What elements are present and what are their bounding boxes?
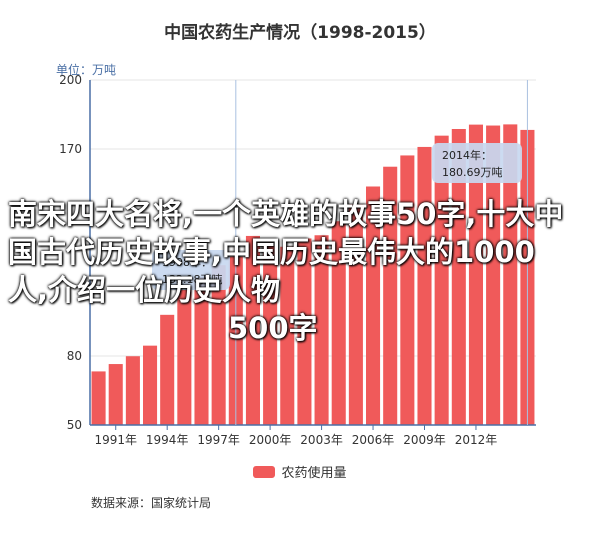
bar[interactable] (400, 155, 415, 425)
bar[interactable] (211, 265, 226, 425)
tooltip-box (432, 143, 522, 183)
overlay-line-1: 南宋四大名将,一个英雄的故事50字 (8, 197, 466, 231)
bar[interactable] (297, 238, 312, 425)
bar[interactable] (91, 371, 106, 425)
source-note: 数据来源：国家统计局 (91, 496, 212, 510)
tooltip-value: 180.69万吨 (442, 166, 503, 179)
x-tick-label: 2003年 (300, 433, 343, 447)
unit-label: 单位：万吨 (56, 63, 117, 77)
bar[interactable] (434, 135, 449, 425)
x-tick-label: 2006年 (352, 433, 395, 447)
tooltip-value: 132.18万吨 (162, 273, 223, 286)
tooltip-title: 2014年： (442, 148, 492, 162)
bar[interactable] (468, 124, 483, 426)
bar[interactable] (383, 166, 398, 425)
legend-label: 农药使用量 (281, 466, 347, 481)
y-tick-label: 200 (59, 73, 82, 87)
bar[interactable] (263, 245, 278, 425)
bar[interactable] (331, 221, 346, 425)
bar[interactable] (451, 128, 466, 426)
bar[interactable] (486, 125, 501, 425)
bar[interactable] (245, 235, 260, 425)
x-tick-label: 1991年 (94, 433, 137, 447)
x-tick-label: 1997年 (197, 433, 240, 447)
bar[interactable] (417, 146, 432, 425)
x-tick-label: 2009年 (403, 433, 446, 447)
x-tick-label: 1994年 (146, 433, 189, 447)
bar[interactable] (366, 186, 381, 425)
overlay-line-3: 伟大的1000人,介绍一位历史人物 (8, 235, 535, 307)
x-tick-label: 2012年 (455, 433, 498, 447)
bar[interactable] (143, 345, 158, 425)
bar[interactable] (160, 314, 175, 425)
y-tick-label: 80 (67, 349, 82, 363)
bar[interactable] (177, 289, 192, 425)
overlay-line-2: ,十大中国古代历史故事,中国历史最 (8, 197, 564, 269)
tooltip-title: 1998年： (162, 255, 212, 269)
overlay-line-4: 500字 (228, 311, 318, 345)
y-tick-label: 50 (67, 418, 82, 432)
y-tick-label: 170 (59, 142, 82, 156)
legend-swatch (253, 466, 276, 478)
bar[interactable] (280, 246, 295, 425)
tooltip-box (152, 250, 230, 290)
bar[interactable] (314, 235, 329, 425)
chart-title: 中国农药生产情况（1998-2015） (164, 23, 436, 43)
bar[interactable] (348, 204, 363, 425)
bar[interactable] (108, 364, 123, 425)
bar[interactable] (194, 277, 209, 425)
bar[interactable] (125, 356, 140, 425)
legend[interactable]: 农药使用量 (0, 462, 600, 481)
overlay-caption: 南宋四大名将,一个英雄的故事50字,十大中国古代历史故事,中国历史最伟大的100… (8, 195, 568, 347)
x-tick-label: 2000年 (249, 433, 292, 447)
bar[interactable] (503, 124, 518, 425)
